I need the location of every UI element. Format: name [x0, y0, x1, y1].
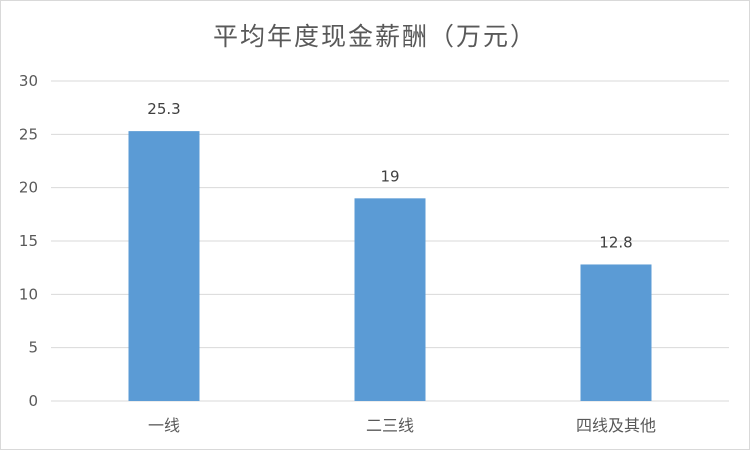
category-label: 四线及其他 — [576, 416, 656, 435]
y-tick-label: 30 — [19, 72, 38, 90]
y-tick-label: 10 — [19, 285, 38, 303]
y-tick-label: 0 — [28, 392, 38, 410]
bar — [580, 264, 652, 401]
y-tick-label: 5 — [28, 339, 38, 357]
y-tick-label: 20 — [19, 179, 38, 197]
bar — [354, 198, 426, 401]
category-label: 一线 — [148, 416, 180, 435]
data-label: 25.3 — [147, 100, 180, 118]
y-tick-label: 25 — [19, 125, 38, 143]
bars — [128, 131, 652, 401]
category-label: 二三线 — [366, 416, 414, 435]
y-axis-ticks: 0 5 10 15 20 25 30 — [19, 72, 38, 410]
x-axis-categories: 一线 二三线 四线及其他 — [148, 416, 656, 435]
data-label: 12.8 — [599, 233, 632, 251]
data-labels: 25.3 19 12.8 — [147, 100, 632, 251]
bar — [128, 131, 200, 401]
y-tick-label: 15 — [19, 232, 38, 250]
data-label: 19 — [380, 167, 399, 185]
chart-title: 平均年度现金薪酬（万元） — [212, 22, 537, 51]
